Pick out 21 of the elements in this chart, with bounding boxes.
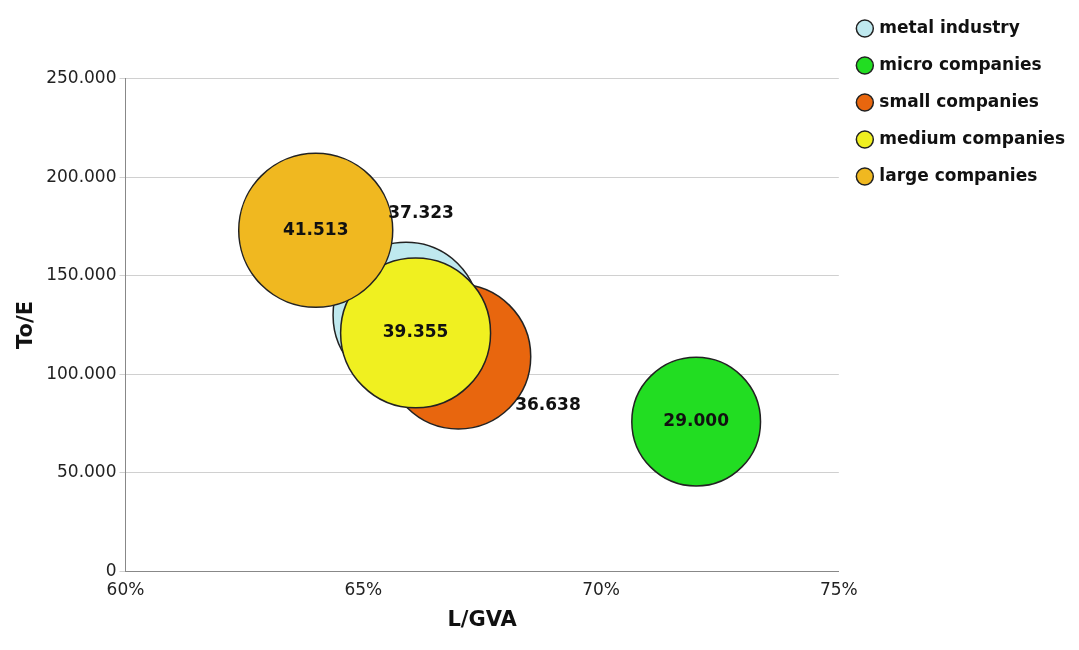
y-tick-label: 250.000 bbox=[46, 66, 117, 87]
y-tick-label: 150.000 bbox=[46, 264, 117, 285]
y-axis-title: To/E bbox=[13, 301, 38, 349]
y-tick-label: 100.000 bbox=[46, 362, 117, 383]
data-label: 39.355 bbox=[382, 321, 449, 342]
x-axis-title: L/GVA bbox=[447, 606, 518, 631]
legend-label: micro companies bbox=[879, 53, 1042, 74]
y-tick-label: 0 bbox=[105, 559, 117, 580]
data-label: 41.513 bbox=[282, 218, 349, 239]
y-tick-label: 50.000 bbox=[57, 461, 117, 482]
x-tick-label: 70% bbox=[582, 579, 620, 600]
legend-label: medium companies bbox=[879, 127, 1066, 148]
data-label: 36.638 bbox=[515, 394, 581, 415]
y-tick-label: 200.000 bbox=[46, 165, 117, 186]
data-label: 29.000 bbox=[663, 410, 730, 431]
x-tick-label: 60% bbox=[106, 579, 145, 600]
legend-label: large companies bbox=[879, 164, 1038, 185]
x-tick-label: 65% bbox=[344, 579, 383, 600]
legend-label: small companies bbox=[879, 90, 1039, 111]
legend-label: metal industry bbox=[879, 16, 1020, 37]
x-tick-label: 75% bbox=[819, 579, 858, 600]
